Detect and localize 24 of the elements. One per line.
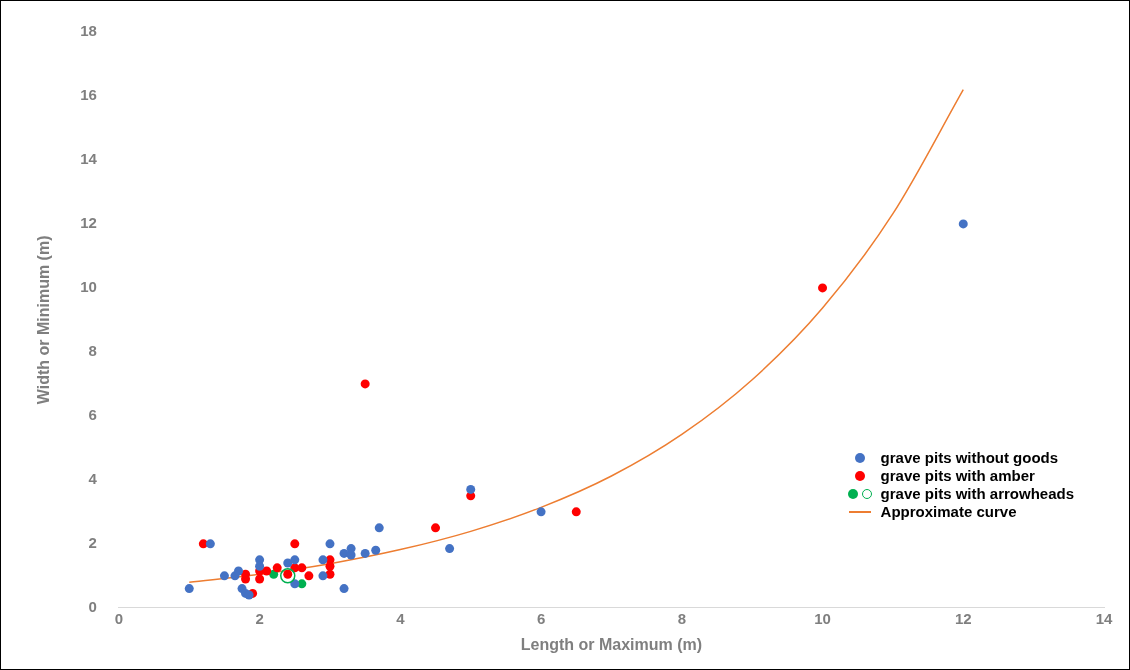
y-axis-title: Width or Minimum (m) [35, 235, 53, 405]
x-tick-label: 14 [1095, 609, 1113, 627]
y-tick-label: 4 [88, 469, 98, 487]
x-tick-label: 10 [814, 609, 831, 627]
legend-label: grave pits with arrowheads [880, 485, 1074, 503]
x-tick-label: 0 [114, 609, 124, 627]
x-tick-label: 2 [255, 609, 264, 627]
y-tick-label: 14 [80, 150, 98, 168]
legend-label: grave pits without goods [880, 449, 1059, 467]
y-tick-label: 2 [88, 533, 97, 551]
legend-label: grave pits with amber [880, 467, 1035, 485]
x-tick-label: 6 [536, 609, 546, 627]
y-tick-label: 18 [80, 22, 97, 40]
y-tick-label: 8 [88, 342, 97, 360]
y-tick-label: 12 [80, 214, 97, 232]
x-tick-label: 4 [396, 609, 406, 627]
y-tick-label: 0 [88, 597, 97, 615]
y-tick-label: 16 [80, 86, 97, 104]
legend-label: Approximate curve [880, 503, 1017, 521]
x-tick-label: 8 [677, 609, 686, 627]
y-tick-label: 6 [88, 406, 97, 424]
x-tick-label: 12 [954, 609, 972, 627]
y-tick-label: 10 [80, 278, 97, 296]
x-axis-title: Length or Maximum (m) [520, 635, 703, 653]
